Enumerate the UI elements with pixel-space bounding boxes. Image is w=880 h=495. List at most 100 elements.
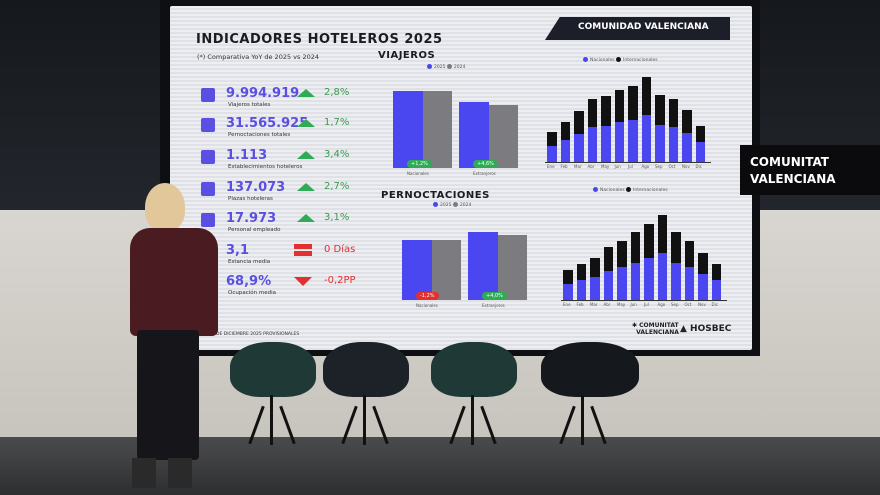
bar-nacionales bbox=[655, 125, 665, 162]
bar-nacionales bbox=[574, 134, 584, 162]
indicator-label: Pernoctaciones totales bbox=[228, 132, 291, 138]
pernoctaciones-heading: PERNOCTACIONES bbox=[381, 190, 490, 201]
arrow-up-icon bbox=[297, 183, 315, 191]
bar-2025 bbox=[468, 231, 498, 300]
bar-2025 bbox=[402, 239, 432, 300]
bar-internacionales bbox=[576, 263, 586, 281]
month-label: Ago bbox=[641, 164, 650, 169]
bar-internacionales bbox=[657, 215, 667, 254]
bar-nacionales bbox=[547, 145, 557, 162]
indicator-change: 2,7% bbox=[324, 181, 350, 192]
change-badge: +4,0% bbox=[482, 292, 507, 300]
bar-2024 bbox=[423, 90, 452, 168]
bar-internacionales bbox=[668, 98, 678, 128]
bar-nacionales bbox=[668, 127, 678, 162]
building-icon bbox=[201, 150, 215, 164]
arrow-up-icon bbox=[297, 214, 315, 222]
bar-2024 bbox=[489, 105, 518, 168]
bar-nacionales bbox=[644, 257, 654, 300]
footnote: MES DE DICIEMBRE 2025 PROVISIONALES bbox=[205, 332, 300, 337]
bar-nacionales bbox=[603, 270, 613, 300]
bar-internacionales bbox=[587, 98, 597, 128]
month-label: Oct bbox=[684, 302, 692, 307]
indicator-value: 9.994.919 bbox=[226, 86, 300, 101]
bar-internacionales bbox=[601, 96, 611, 126]
bar-nacionales bbox=[587, 127, 597, 162]
bar-nacionales bbox=[601, 125, 611, 162]
bar-nacionales bbox=[576, 280, 586, 300]
chart-legend: 2025 2024 bbox=[427, 64, 465, 70]
slide-title: INDICADORES HOTELEROS 2025 bbox=[196, 32, 443, 47]
month-label: Jul bbox=[628, 164, 633, 169]
month-label: Feb bbox=[560, 164, 568, 169]
bar-internacionales bbox=[547, 132, 557, 146]
slide-subtitle: (*) Comparativa YoY de 2025 vs 2024 bbox=[197, 53, 320, 61]
month-label: Sep bbox=[655, 164, 663, 169]
bar-2025 bbox=[459, 102, 489, 168]
bar-nacionales bbox=[563, 283, 573, 300]
bar-internacionales bbox=[684, 240, 694, 268]
indicator-change: 3,4% bbox=[324, 149, 350, 160]
bar-internacionales bbox=[563, 270, 573, 284]
month-label: Abr bbox=[603, 302, 611, 307]
bar-internacionales bbox=[617, 240, 627, 268]
bar-internacionales bbox=[560, 122, 570, 140]
bar-internacionales bbox=[614, 89, 624, 123]
banner-text: COMUNIDAD VALENCIANA bbox=[578, 22, 709, 32]
month-label: Jun bbox=[630, 302, 637, 307]
x-axis bbox=[561, 300, 727, 301]
bar-internacionales bbox=[628, 85, 638, 121]
monthly-legend: Nacionales Internacionales bbox=[593, 187, 668, 193]
month-label: Ene bbox=[563, 302, 571, 307]
comunitat-valenciana-sign: COMUNITAT VALENCIANA bbox=[740, 145, 880, 195]
monthly-legend: Nacionales Internacionales bbox=[583, 57, 658, 63]
bar-nacionales bbox=[590, 276, 600, 300]
presentation-slide bbox=[170, 6, 752, 350]
month-label: Mar bbox=[590, 302, 598, 307]
sign-line2: VALENCIANA bbox=[750, 172, 836, 186]
indicator-value: 31.565.925 bbox=[226, 116, 309, 131]
bar-nacionales bbox=[711, 280, 721, 300]
bar-internacionales bbox=[655, 94, 665, 125]
x-axis bbox=[545, 162, 711, 163]
indicator-label: Plazas hoteleras bbox=[228, 196, 273, 202]
bar-internacionales bbox=[641, 77, 651, 116]
bar-internacionales bbox=[603, 246, 613, 271]
sign-line1: COMUNITAT bbox=[750, 155, 829, 169]
bar-nacionales bbox=[641, 115, 651, 162]
month-label: Abr bbox=[587, 164, 595, 169]
indicator-change: 0 Días bbox=[324, 244, 356, 255]
indicator-label: Estancia media bbox=[228, 259, 271, 265]
hotel-bed-icon bbox=[201, 182, 215, 196]
bar-nacionales bbox=[560, 140, 570, 162]
bar-internacionales bbox=[590, 257, 600, 277]
change-badge: +1,2% bbox=[407, 160, 432, 168]
bar-2025 bbox=[393, 90, 423, 168]
region-banner: COMUNIDAD VALENCIANA bbox=[545, 17, 730, 40]
comunitat-logo: ✱ COMUNITAT VALENCIANA bbox=[632, 322, 679, 336]
bar-internacionales bbox=[711, 263, 721, 281]
indicator-value: 1.113 bbox=[226, 148, 268, 163]
bar-2024 bbox=[498, 234, 527, 300]
month-label: Dic bbox=[711, 302, 718, 307]
month-label: Dic bbox=[695, 164, 702, 169]
indicator-label: Viajeros totales bbox=[228, 102, 271, 108]
indicator-change: 3,1% bbox=[324, 212, 350, 223]
month-label: Jul bbox=[644, 302, 649, 307]
arrow-up-icon bbox=[297, 151, 315, 159]
month-label: Nov bbox=[698, 302, 706, 307]
category-label: Nacionales bbox=[407, 171, 429, 176]
bar-nacionales bbox=[628, 120, 638, 162]
bar-nacionales bbox=[684, 267, 694, 300]
indicator-value: 17.973 bbox=[226, 211, 277, 226]
month-label: Ago bbox=[657, 302, 666, 307]
arrow-up-icon bbox=[297, 119, 315, 127]
bar-nacionales bbox=[630, 262, 640, 300]
month-label: Nov bbox=[682, 164, 690, 169]
bar-internacionales bbox=[644, 223, 654, 258]
bar-nacionales bbox=[698, 274, 708, 300]
month-label: Sep bbox=[671, 302, 679, 307]
bar-internacionales bbox=[698, 253, 708, 275]
traveler-icon bbox=[201, 88, 215, 102]
bar-internacionales bbox=[574, 111, 584, 135]
